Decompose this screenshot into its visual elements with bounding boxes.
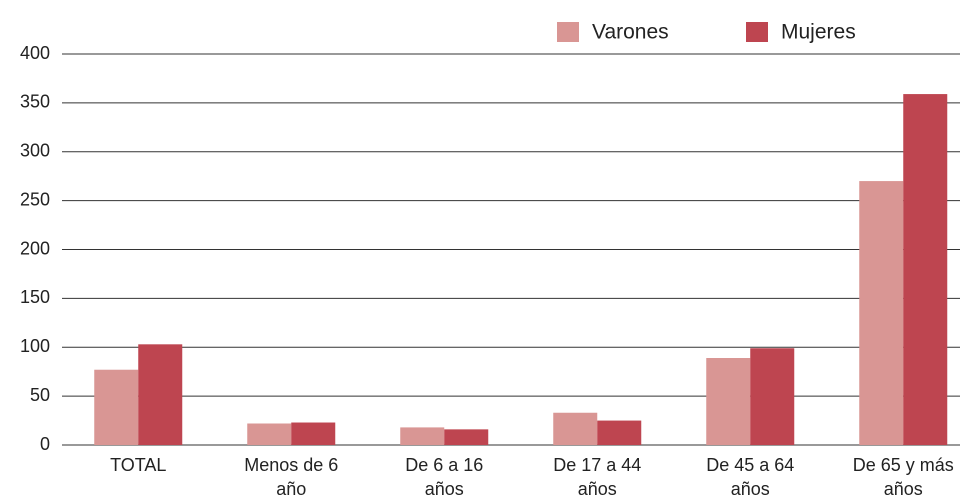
bar (859, 181, 904, 445)
bar (706, 358, 751, 445)
legend-label: Mujeres (781, 21, 856, 44)
bar (247, 423, 292, 445)
x-tick-label: De 45 a 64 años (706, 455, 794, 499)
y-tick-label: 50 (30, 385, 50, 405)
y-tick-label: 100 (20, 336, 50, 356)
bar (597, 420, 642, 445)
x-tick-label: Menos de 6 año (244, 455, 338, 499)
y-tick-label: 300 (20, 141, 50, 161)
bar (903, 94, 948, 445)
y-tick-label: 400 (20, 43, 50, 63)
bar (444, 429, 489, 445)
x-tick-label: De 65 y más años (853, 455, 954, 499)
x-tick-label: De 17 a 44 años (553, 455, 641, 499)
bar (553, 412, 598, 445)
y-tick-label: 150 (20, 287, 50, 307)
legend-swatch (746, 22, 768, 42)
bar (291, 422, 336, 445)
legend-label: Varones (592, 21, 669, 44)
x-tick-label: De 6 a 16 años (405, 455, 483, 499)
y-tick-label: 350 (20, 92, 50, 112)
bar (750, 348, 795, 445)
bar (94, 369, 139, 445)
x-tick-label: TOTAL (110, 455, 166, 475)
legend-swatch (557, 22, 579, 42)
y-tick-label: 200 (20, 238, 50, 258)
y-tick-label: 250 (20, 189, 50, 209)
bar (138, 344, 183, 445)
bar (400, 427, 445, 445)
y-tick-label: 0 (40, 434, 50, 454)
